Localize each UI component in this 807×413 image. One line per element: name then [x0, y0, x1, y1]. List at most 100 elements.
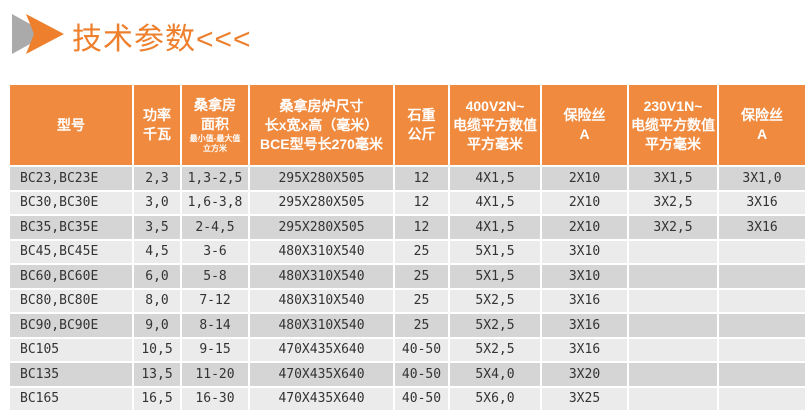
table-cell: 5X2,5 [448, 312, 542, 339]
table-cell: 2X10 [540, 214, 629, 241]
table-cell: BC30,BC30E [8, 189, 134, 216]
table-cell: 8,0 [132, 287, 182, 314]
header-line: 石重 [407, 107, 436, 123]
header-line: 电缆平方数值 [453, 116, 537, 133]
header-line: 型号 [57, 116, 85, 133]
header-cell: 石重 公斤 [393, 83, 450, 167]
table-cell: 40-50 [393, 385, 450, 412]
table-row: BC105 10,5 9-15 470X435X640 40-50 5X2,5 3X16 [8, 336, 807, 363]
table-cell: 4,5 [132, 238, 182, 265]
table-cell: BC90,BC90E [8, 312, 134, 339]
table-cell: 9-15 [180, 336, 250, 363]
table-cell: 1,3-2,5 [180, 165, 250, 192]
table-cell [627, 361, 719, 388]
table-cell: 5X1,5 [448, 263, 542, 290]
table-cell: 10,5 [132, 336, 182, 363]
table-cell: 480X310X540 [248, 287, 395, 314]
table-cell: 3,0 [132, 189, 182, 216]
table-cell: 3X2,5 [627, 189, 719, 216]
table-cell: 3X10 [540, 263, 629, 290]
table-row: BC90,BC90E 9,0 8-14 480X310X540 25 5X2,5 3X16 [8, 312, 807, 339]
table-cell: 3X16 [717, 189, 807, 216]
header-line: 功率 [143, 107, 171, 123]
header-line: 电缆平方数值 [631, 116, 715, 133]
header-line: A [756, 126, 768, 142]
table-cell: 295X280X505 [248, 165, 395, 192]
table-cell: 3X16 [540, 312, 629, 339]
table-cell: 3X16 [540, 287, 629, 314]
header-line: BCE型号长270毫米 [260, 135, 383, 152]
table-cell: BC60,BC60E [8, 263, 134, 290]
header-line: 长x宽x高（毫米） [264, 116, 379, 133]
table-row: BC165 16,5 16-30 470X435X640 40-50 5X6,0 3X25 [8, 385, 807, 412]
header-line: 平方毫米 [645, 135, 701, 152]
header-line: 桑拿房 [194, 97, 236, 113]
header-line: 面积 [201, 116, 229, 132]
table-cell: 4X1,5 [448, 189, 542, 216]
table-cell: BC45,BC45E [8, 238, 134, 265]
arrow-icon [12, 14, 64, 54]
table-cell: 3X20 [540, 361, 629, 388]
header-note: 最小值-最大值 [189, 134, 241, 143]
table-cell: 3X16 [540, 336, 629, 363]
table-cell: 8-14 [180, 312, 250, 339]
table-cell: 5X2,5 [448, 287, 542, 314]
table-cell: 3X2,5 [627, 214, 719, 241]
table-cell: 5X1,5 [448, 238, 542, 265]
table-cell: 2X10 [540, 165, 629, 192]
table-cell: 16,5 [132, 385, 182, 412]
table-cell: 3X1,5 [627, 165, 719, 192]
table-cell: 25 [393, 263, 450, 290]
table-cell: BC135 [8, 361, 134, 388]
table-row: BC80,BC80E 8,0 7-12 480X310X540 25 5X2,5 3X16 [8, 287, 807, 314]
table-cell [717, 336, 807, 363]
table-cell: 470X435X640 [248, 336, 395, 363]
table-cell: BC23,BC23E [8, 165, 134, 192]
header-cell: 保险丝 A [540, 83, 629, 167]
table-cell [627, 336, 719, 363]
table-cell: 3X16 [717, 214, 807, 241]
table-cell [627, 263, 719, 290]
table-cell: BC165 [8, 385, 134, 412]
table-cell: BC35,BC35E [8, 214, 134, 241]
table-cell: 480X310X540 [248, 263, 395, 290]
table-cell: 7-12 [180, 287, 250, 314]
table-cell: 5-8 [180, 263, 250, 290]
table-cell: 40-50 [393, 361, 450, 388]
table-row: BC30,BC30E 3,0 1,6-3,8 295X280X505 12 4X1,5 2X… [8, 189, 807, 216]
header-line: 千瓦 [143, 126, 171, 142]
table-cell: 13,5 [132, 361, 182, 388]
header-cell: 400V2N~ 电缆平方数值 平方毫米 [448, 83, 542, 167]
table-body: BC23,BC23E 2,3 1,3-2,5 295X280X505 12 4X1,5 2X… [8, 165, 807, 412]
header-note: 立方米 [203, 144, 227, 153]
table-cell: 5X6,0 [448, 385, 542, 412]
header-line: 保险丝 [741, 107, 783, 123]
table-cell: 2-4,5 [180, 214, 250, 241]
header-cell: 型号 [8, 83, 134, 167]
table-cell [717, 287, 807, 314]
table-cell: 2X10 [540, 189, 629, 216]
table-cell: 470X435X640 [248, 361, 395, 388]
table-cell: 4X1,5 [448, 165, 542, 192]
table-cell: 12 [393, 214, 450, 241]
table-cell: 295X280X505 [248, 189, 395, 216]
table-row: BC45,BC45E 4,5 3-6 480X310X540 25 5X1,5 3X10 [8, 238, 807, 265]
table-cell: 5X2,5 [448, 336, 542, 363]
header-line: 400V2N~ [465, 97, 525, 114]
table-cell: 5X4,0 [448, 361, 542, 388]
table-cell: 3,5 [132, 214, 182, 241]
table-cell: 3X10 [540, 238, 629, 265]
table-cell [717, 312, 807, 339]
header-line: 保险丝 [563, 107, 606, 123]
table-cell: 4X1,5 [448, 214, 542, 241]
table-cell: 9,0 [132, 312, 182, 339]
header-line: 平方毫米 [467, 135, 523, 152]
table-cell [627, 312, 719, 339]
table-cell: 3-6 [180, 238, 250, 265]
table-cell: 6,0 [132, 263, 182, 290]
header-line: 桑拿房炉尺寸 [279, 97, 364, 114]
header-cell: 桑拿房炉尺寸 长x宽x高（毫米） BCE型号长270毫米 [248, 83, 395, 167]
table-cell: 12 [393, 189, 450, 216]
header-cell: 230V1N~ 电缆平方数值 平方毫米 [627, 83, 719, 167]
